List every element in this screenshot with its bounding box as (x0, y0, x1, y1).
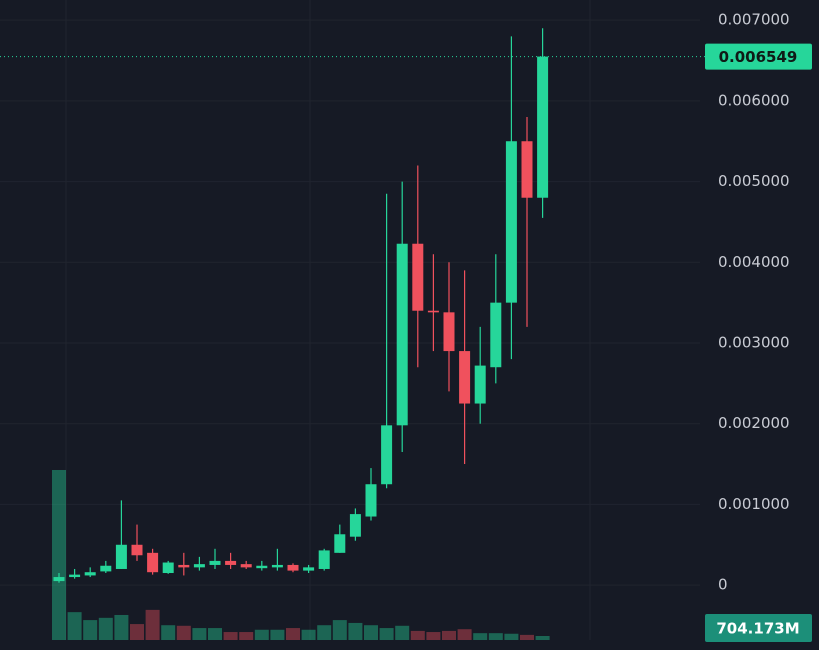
candle-body (521, 141, 533, 198)
candle-body (225, 560, 237, 565)
volume-bar (442, 630, 456, 640)
volume-bar (192, 628, 207, 640)
volume-bar (161, 625, 176, 640)
y-tick-label: 0.002000 (718, 414, 790, 432)
volume-bar (317, 625, 332, 640)
volume-label-box (705, 614, 812, 642)
candle-body (474, 365, 486, 404)
candle-body (115, 544, 127, 569)
candle-body (334, 534, 346, 553)
y-tick-label: 0.003000 (718, 334, 790, 352)
candle-body (537, 56, 549, 198)
volume-bar (473, 633, 488, 640)
volume-bar (98, 617, 113, 640)
y-tick-label: 0 (718, 576, 728, 594)
candle-body (287, 564, 299, 571)
candle-body (240, 564, 252, 568)
volume-bar (504, 633, 519, 640)
candle-body (256, 565, 268, 569)
candle-body (178, 564, 190, 568)
last-price-label: 0.006549 (719, 48, 798, 66)
volume-bar (457, 629, 472, 640)
candle-body (147, 552, 159, 573)
candle-body (84, 572, 96, 576)
candle-body (193, 564, 205, 568)
candle-body (381, 425, 393, 485)
candle-body (459, 351, 471, 404)
volume-bar (83, 620, 98, 640)
last-price-box (705, 43, 812, 70)
volume-bar (488, 633, 503, 640)
y-tick-label: 0.006000 (718, 91, 790, 109)
candle-body (69, 574, 81, 578)
volume-bar (52, 470, 66, 640)
volume-bar (208, 628, 222, 640)
volume-bar (379, 628, 394, 640)
volume-bar (145, 609, 160, 640)
volume-bar (223, 632, 238, 640)
volume-bar (270, 629, 285, 640)
candle-body (303, 567, 315, 571)
volume-bar (426, 632, 441, 640)
candle-body (443, 312, 455, 352)
candle-body (365, 484, 377, 517)
candle-body (412, 243, 424, 311)
volume-bar (410, 630, 425, 640)
candle-body (427, 310, 439, 313)
y-tick-label: 0.005000 (718, 172, 790, 190)
volume-bar (130, 624, 144, 640)
volume-bar (239, 632, 254, 640)
volume-bar (535, 635, 550, 640)
volume-label: 704.173M (716, 620, 799, 638)
volume-bar (114, 614, 129, 640)
candle-body (53, 577, 65, 582)
candle-body (131, 544, 143, 556)
volume-bar (286, 628, 300, 640)
volume-bar (332, 620, 347, 640)
volume-bar (364, 625, 378, 640)
candle-body (349, 514, 361, 537)
volume-bar (301, 629, 316, 640)
volume-bar (395, 625, 410, 640)
volume-bar (67, 612, 82, 640)
volume-bar (254, 629, 269, 640)
volume-bar (520, 634, 534, 640)
volume-bar (176, 625, 191, 640)
y-tick-label: 0.007000 (718, 11, 790, 29)
candle-body (490, 302, 502, 368)
candle-body (505, 141, 517, 303)
y-tick-label: 0.004000 (718, 253, 790, 271)
candle-body (209, 560, 221, 565)
volume-bar (348, 622, 363, 640)
y-tick-label: 0.001000 (718, 495, 790, 513)
candle-body (396, 243, 408, 426)
candle-body (162, 562, 174, 574)
candle-body (100, 565, 112, 572)
candle-body (271, 564, 283, 568)
candle-body (318, 550, 330, 569)
